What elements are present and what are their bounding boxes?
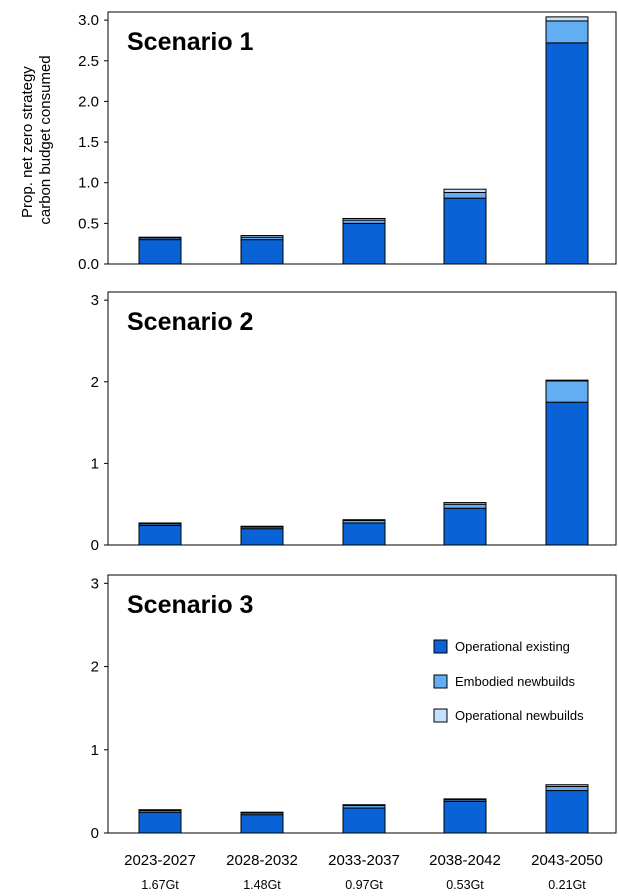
bar-scenario-1-operational-newbuilds-2028-2032 [240, 235, 284, 238]
bar-scenario-2-embodied-newbuilds-2038-2042 [443, 503, 487, 509]
bar-scenario-1-operational-newbuilds-2043-2050 [545, 16, 589, 22]
budget-label: 1.48Gt [243, 878, 281, 892]
bar-scenario-1-operational-newbuilds-2038-2042 [443, 188, 487, 193]
panel-scenario-3: 0 1 2 3 Scenario 3 [91, 574, 617, 842]
bar-scenario-2-operational-newbuilds-2038-2042 [443, 502, 487, 505]
bar-scenario-3-operational-newbuilds-2028-2032 [240, 811, 284, 814]
bar-scenario-3-operational-existing-2023-2027 [138, 811, 182, 834]
bar-scenario-2-operational-existing-2038-2042 [443, 507, 487, 546]
y-tick-label: 2.0 [78, 93, 99, 110]
y-axis-label: Prop. net zero strategy carbon budget co… [19, 55, 54, 224]
bar-scenario-3-operational-newbuilds-2043-2050 [545, 784, 589, 787]
panel-title: Scenario 1 [127, 28, 254, 56]
bar-scenario-1-operational-existing-2038-2042 [443, 197, 487, 265]
y-tick-label: 2.5 [78, 53, 99, 70]
y-tick-label: 1.5 [78, 134, 99, 151]
bar-scenario-1-operational-newbuilds-2023-2027 [138, 236, 182, 239]
x-category-label: 2043-2050 [531, 852, 603, 869]
bar-scenario-1-operational-existing-2043-2050 [545, 42, 589, 265]
y-axis-label-line-2: carbon budget consumed [37, 55, 54, 224]
bar-scenario-1-embodied-newbuilds-2043-2050 [545, 20, 589, 44]
bar-scenario-2-operational-existing-2028-2032 [240, 528, 284, 546]
bar-scenario-1-embodied-newbuilds-2038-2042 [443, 191, 487, 199]
y-tick-label: 0.5 [78, 215, 99, 232]
bar-scenario-3-operational-existing-2043-2050 [545, 790, 589, 834]
x-category-label: 2038-2042 [429, 852, 501, 869]
bar-scenario-1-operational-existing-2023-2027 [138, 239, 182, 265]
x-category-label: 2033-2037 [328, 852, 400, 869]
x-category-label: 2023-2027 [124, 852, 196, 869]
y-tick-label: 3.0 [78, 12, 99, 29]
bar-scenario-2-operational-newbuilds-2033-2037 [342, 519, 386, 522]
y-tick-label: 0 [91, 825, 99, 842]
budget-label: 1.67Gt [141, 878, 179, 892]
legend-swatch-operational-existing [433, 639, 448, 654]
y-tick-label: 2 [91, 659, 99, 676]
bar-scenario-2-operational-newbuilds-2028-2032 [240, 525, 284, 528]
bar-scenario-3-embodied-newbuilds-2043-2050 [545, 785, 589, 792]
y-tick-label: 3 [91, 292, 99, 309]
y-tick-label: 3 [91, 575, 99, 592]
bar-scenario-2-operational-existing-2023-2027 [138, 524, 182, 546]
bar-scenario-1-operational-existing-2028-2032 [240, 239, 284, 265]
bar-scenario-2-operational-existing-2033-2037 [342, 522, 386, 546]
y-tick-label: 2 [91, 374, 99, 391]
panel-title: Scenario 3 [127, 591, 253, 619]
bar-scenario-3-operational-existing-2028-2032 [240, 814, 284, 834]
bar-scenario-3-operational-existing-2038-2042 [443, 800, 487, 834]
y-tick-label: 1 [91, 455, 99, 472]
budget-label: 0.97Gt [345, 878, 383, 892]
panel-scenario-2: 0 1 2 3 Scenario 2 [91, 291, 617, 554]
legend-label-operational-newbuilds: Operational newbuilds [455, 708, 584, 723]
panel-scenario-1: 0.0 0.5 1.0 1.5 2.0 2.5 3.0 Scenario 1 [78, 11, 617, 273]
panel-title: Scenario 2 [127, 308, 253, 336]
y-axis-label-line-1: Prop. net zero strategy [19, 66, 36, 218]
bar-scenario-3-operational-newbuilds-2038-2042 [443, 798, 487, 801]
y-tick-label: 0 [91, 537, 99, 554]
budget-label: 0.53Gt [446, 878, 484, 892]
bar-scenario-3-operational-newbuilds-2023-2027 [138, 809, 182, 812]
y-tick-label: 1 [91, 742, 99, 759]
bar-scenario-3-operational-existing-2033-2037 [342, 807, 386, 834]
legend-swatch-embodied-newbuilds [433, 674, 448, 689]
legend-label-operational-existing: Operational existing [455, 639, 570, 654]
bar-scenario-2-operational-existing-2043-2050 [545, 401, 589, 546]
budget-label: 0.21Gt [548, 878, 586, 892]
legend: Operational existing Embodied newbuilds Op… [433, 639, 584, 723]
bar-scenario-1-operational-newbuilds-2033-2037 [342, 217, 386, 221]
legend-swatch-operational-newbuilds [433, 708, 448, 723]
bar-scenario-2-operational-newbuilds-2043-2050 [545, 379, 589, 382]
chart-panels: 0.0 0.5 1.0 1.5 2.0 2.5 3.0 Scenario 1 0 1 2 3 Scena… [78, 11, 617, 842]
category-labels: 2023-2027 1.67Gt 2028-2032 1.48Gt 2033-2037 0… [124, 852, 603, 892]
bar-scenario-1-operational-existing-2033-2037 [342, 222, 386, 265]
bar-scenario-2-embodied-newbuilds-2043-2050 [545, 380, 589, 403]
bar-scenario-3-operational-newbuilds-2033-2037 [342, 804, 386, 807]
y-tick-label: 1.0 [78, 175, 99, 192]
bar-scenario-2-operational-newbuilds-2023-2027 [138, 522, 182, 525]
x-category-label: 2028-2032 [226, 852, 298, 869]
legend-label-embodied-newbuilds: Embodied newbuilds [455, 674, 575, 689]
y-tick-label: 0.0 [78, 256, 99, 273]
